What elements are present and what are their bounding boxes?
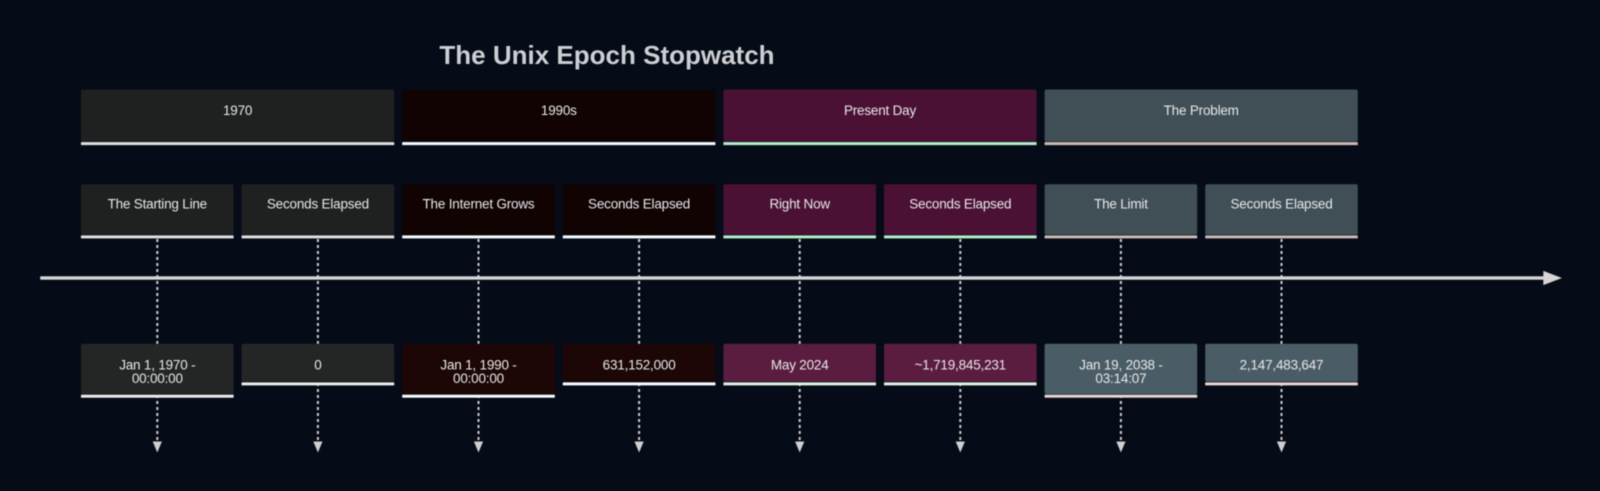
svg-text:2,147,483,647: 2,147,483,647 [1240,357,1324,372]
svg-text:Right Now: Right Now [769,197,830,212]
svg-text:May 2024: May 2024 [771,357,829,372]
svg-text:The Starting Line: The Starting Line [108,197,207,212]
svg-text:0: 0 [314,357,321,372]
svg-text:Seconds Elapsed: Seconds Elapsed [1230,197,1332,212]
svg-text:631,152,000: 631,152,000 [603,357,676,372]
svg-text:The Unix Epoch Stopwatch: The Unix Epoch Stopwatch [439,40,774,70]
svg-text:Seconds Elapsed: Seconds Elapsed [267,197,369,212]
svg-text:1990s: 1990s [541,103,577,118]
svg-text:Seconds Elapsed: Seconds Elapsed [909,197,1011,212]
svg-text:00:00:00: 00:00:00 [453,371,504,386]
svg-text:Present Day: Present Day [844,103,917,118]
svg-text:The Internet Grows: The Internet Grows [423,197,535,212]
svg-text:Seconds Elapsed: Seconds Elapsed [588,197,690,212]
svg-text:Jan 1, 1990 -: Jan 1, 1990 - [440,357,516,372]
svg-text:Jan 19, 2038 -: Jan 19, 2038 - [1079,357,1163,372]
svg-text:1970: 1970 [223,103,252,118]
svg-text:00:00:00: 00:00:00 [132,371,183,386]
svg-text:The Limit: The Limit [1094,197,1148,212]
svg-text:Jan 1, 1970 -: Jan 1, 1970 - [119,357,195,372]
svg-text:03:14:07: 03:14:07 [1095,371,1146,386]
svg-text:~1,719,845,231: ~1,719,845,231 [915,357,1006,372]
svg-text:The Problem: The Problem [1164,103,1239,118]
